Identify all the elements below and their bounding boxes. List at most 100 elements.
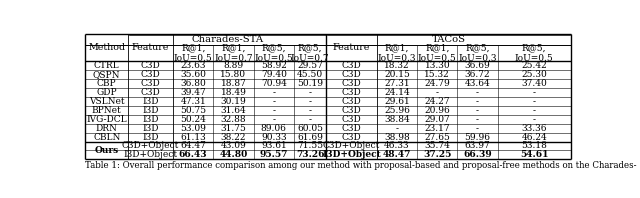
Text: Ours: Ours (95, 146, 119, 155)
Text: IVG-DCL: IVG-DCL (86, 115, 127, 124)
Text: 66.43: 66.43 (179, 150, 207, 159)
Text: 44.80: 44.80 (220, 150, 248, 159)
Text: 38.22: 38.22 (221, 132, 246, 142)
Text: -: - (476, 124, 479, 133)
Text: 25.30: 25.30 (521, 70, 547, 79)
Text: Feature: Feature (132, 43, 169, 52)
Text: 89.06: 89.06 (261, 124, 287, 133)
Text: 36.72: 36.72 (465, 70, 490, 79)
Text: C3D+Object: C3D+Object (323, 141, 380, 150)
Text: I3D: I3D (142, 106, 159, 115)
Text: 95.57: 95.57 (260, 150, 288, 159)
Text: 15.80: 15.80 (220, 70, 246, 79)
Text: 93.61: 93.61 (261, 141, 287, 150)
Text: R@1,
IoU=0.5: R@1, IoU=0.5 (174, 43, 212, 63)
Text: 8.89: 8.89 (223, 61, 243, 70)
Text: 35.74: 35.74 (424, 141, 450, 150)
Text: C3D: C3D (141, 70, 161, 79)
Text: 79.40: 79.40 (261, 70, 287, 79)
Text: C3D: C3D (141, 88, 161, 97)
Text: I3D: I3D (142, 132, 159, 142)
Text: 64.47: 64.47 (180, 141, 206, 150)
Text: 54.61: 54.61 (520, 150, 548, 159)
Text: 24.27: 24.27 (424, 97, 450, 106)
Text: 38.84: 38.84 (384, 115, 410, 124)
Text: 90.33: 90.33 (261, 132, 287, 142)
Text: 30.19: 30.19 (221, 97, 246, 106)
Text: 25.42: 25.42 (521, 61, 547, 70)
Text: 61.13: 61.13 (180, 132, 206, 142)
Text: 23.63: 23.63 (180, 61, 206, 70)
Text: DRN: DRN (96, 124, 118, 133)
Text: 50.24: 50.24 (180, 115, 206, 124)
Text: R@1,
IoU=0.3: R@1, IoU=0.3 (378, 43, 416, 63)
Text: CTRL: CTRL (94, 61, 120, 70)
Text: 46.24: 46.24 (521, 132, 547, 142)
Text: 18.87: 18.87 (221, 79, 246, 88)
Text: -: - (436, 88, 439, 97)
Text: -: - (532, 88, 536, 97)
Text: -: - (532, 115, 536, 124)
Text: 13.30: 13.30 (424, 61, 450, 70)
Text: Charades-STA: Charades-STA (191, 35, 263, 44)
Text: 45.50: 45.50 (297, 70, 323, 79)
Text: 38.98: 38.98 (384, 132, 410, 142)
Text: C3D: C3D (342, 79, 362, 88)
Text: 46.33: 46.33 (384, 141, 410, 150)
Text: -: - (308, 97, 312, 106)
Text: C3D: C3D (342, 124, 362, 133)
Text: 50.75: 50.75 (180, 106, 206, 115)
Text: 29.57: 29.57 (297, 61, 323, 70)
Text: I3D+Object: I3D+Object (124, 150, 177, 159)
Text: VSLNet: VSLNet (89, 97, 125, 106)
Text: R@5,
IoU=0.5: R@5, IoU=0.5 (515, 43, 554, 63)
Text: -: - (272, 97, 275, 106)
Text: CBP: CBP (97, 79, 116, 88)
Text: C3D: C3D (141, 61, 161, 70)
Text: QSPN: QSPN (93, 70, 120, 79)
Text: Feature: Feature (333, 43, 371, 52)
Text: 63.97: 63.97 (465, 141, 490, 150)
Text: 20.96: 20.96 (424, 106, 450, 115)
Text: 53.09: 53.09 (180, 124, 206, 133)
Text: 24.14: 24.14 (384, 88, 410, 97)
Text: C3D: C3D (342, 61, 362, 70)
Text: 53.18: 53.18 (521, 141, 547, 150)
Text: I3D: I3D (142, 124, 159, 133)
Text: CBLN: CBLN (93, 132, 120, 142)
Text: 36.80: 36.80 (180, 79, 206, 88)
Text: 35.60: 35.60 (180, 70, 206, 79)
Text: 27.65: 27.65 (424, 132, 450, 142)
Text: 70.94: 70.94 (261, 79, 287, 88)
Text: C3D: C3D (342, 106, 362, 115)
Text: C3D: C3D (342, 88, 362, 97)
Text: 60.05: 60.05 (297, 124, 323, 133)
Text: Method: Method (88, 43, 125, 52)
Text: 36.69: 36.69 (465, 61, 490, 70)
Text: 29.61: 29.61 (384, 97, 410, 106)
Text: 29.07: 29.07 (424, 115, 450, 124)
Text: -: - (272, 106, 275, 115)
Text: 43.09: 43.09 (221, 141, 246, 150)
Text: 48.47: 48.47 (383, 150, 411, 159)
Text: C3D: C3D (342, 70, 362, 79)
Text: GDP: GDP (97, 88, 117, 97)
Text: 47.31: 47.31 (180, 97, 206, 106)
Text: -: - (308, 115, 312, 124)
Text: TACoS: TACoS (431, 35, 465, 44)
Text: 61.69: 61.69 (297, 132, 323, 142)
Text: -: - (396, 124, 399, 133)
Text: 37.40: 37.40 (521, 79, 547, 88)
Text: C3D: C3D (342, 97, 362, 106)
Text: R@5,
IoU=0.3: R@5, IoU=0.3 (458, 43, 497, 63)
Text: 27.31: 27.31 (384, 79, 410, 88)
Text: R@5,
IoU=0.5: R@5, IoU=0.5 (254, 43, 293, 63)
Text: -: - (476, 97, 479, 106)
Text: 18.49: 18.49 (221, 88, 246, 97)
Text: R@1,
IoU=0.7: R@1, IoU=0.7 (214, 43, 253, 63)
Text: I3D+Object: I3D+Object (323, 150, 381, 159)
Text: 18.32: 18.32 (384, 61, 410, 70)
Text: -: - (532, 106, 536, 115)
Text: -: - (476, 106, 479, 115)
Text: 37.25: 37.25 (423, 150, 451, 159)
